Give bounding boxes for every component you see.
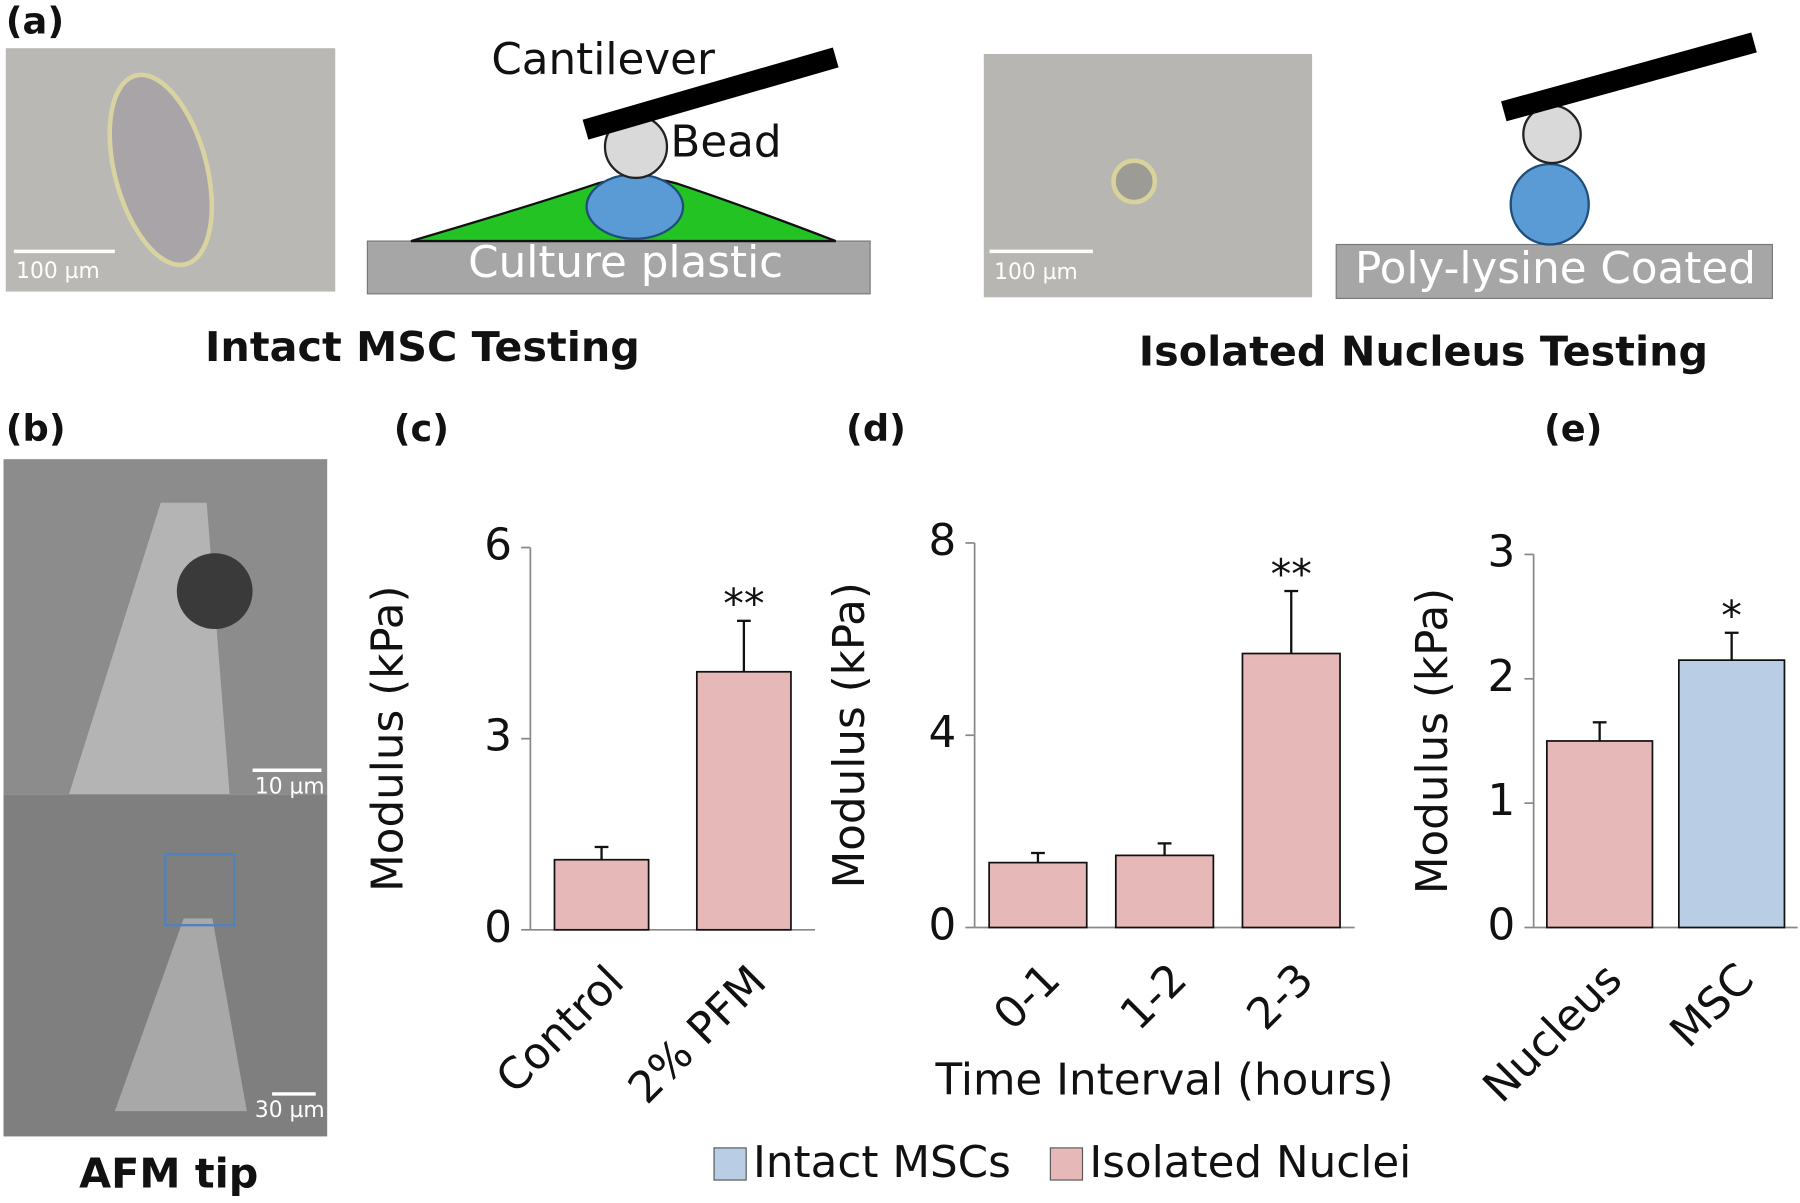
panel-label: (c) — [394, 407, 449, 450]
significance: ** — [723, 580, 764, 628]
diagram-label: Culture plastic — [468, 238, 783, 288]
y-tick-label: 0 — [1488, 901, 1516, 951]
panel-title: Intact MSC Testing — [205, 323, 640, 371]
diagram-label: Poly-lysine Coated — [1355, 244, 1756, 294]
panel-label: (d) — [846, 407, 906, 450]
y-axis-label: Modulus (kPa) — [1408, 588, 1458, 894]
y-tick-label: 0 — [484, 903, 512, 953]
scale-label: 30 µm — [255, 1098, 325, 1123]
scale-label: 100 µm — [16, 259, 100, 284]
y-tick-label: 8 — [928, 516, 956, 566]
bar — [1677, 659, 1786, 929]
cantilever — [582, 47, 839, 140]
panel-label: (b) — [6, 407, 66, 450]
legend-label: Isolated Nuclei — [1089, 1138, 1411, 1188]
x-tick-label: Control — [487, 957, 634, 1104]
legend-swatch — [713, 1147, 747, 1181]
bar — [1545, 740, 1654, 929]
x-tick-label: MSC — [1661, 954, 1764, 1057]
x-tick-label: Nucleus — [1474, 954, 1632, 1112]
bar — [553, 858, 650, 931]
nucleus-image — [1111, 158, 1158, 205]
panel-title: AFM tip — [79, 1150, 258, 1198]
diagram-label: Cantilever — [491, 35, 715, 85]
x-tick-label: 2-3 — [1238, 954, 1324, 1040]
cell-image — [107, 72, 215, 268]
nucleus — [1509, 163, 1590, 246]
bar — [988, 861, 1088, 929]
y-tick-label: 2 — [1488, 652, 1516, 702]
panel-label: (a) — [6, 0, 64, 42]
zoom-box — [164, 852, 236, 927]
y-tick-label: 3 — [1488, 527, 1516, 577]
nucleus — [585, 173, 685, 240]
sem-bead — [176, 553, 253, 630]
y-axis-label: Modulus (kPa) — [825, 582, 875, 888]
y-tick-label: 6 — [484, 521, 512, 571]
x-axis-label: Time Interval (hours) — [935, 1055, 1394, 1105]
substrate — [1335, 243, 1773, 300]
sem-cantilever — [114, 918, 247, 1112]
scale-label: 10 µm — [255, 774, 325, 799]
panel-label: (e) — [1544, 407, 1602, 450]
x-tick-label: 0-1 — [985, 954, 1071, 1040]
y-axis-label: Modulus (kPa) — [363, 586, 413, 892]
significance: ** — [1271, 550, 1312, 598]
cantilever — [1501, 32, 1757, 122]
bar — [695, 670, 792, 931]
y-tick-label: 0 — [928, 901, 956, 951]
legend-swatch — [1049, 1147, 1084, 1181]
substrate — [366, 240, 871, 295]
panel-title: Isolated Nucleus Testing — [1139, 328, 1708, 376]
bar — [1114, 854, 1215, 929]
bar — [1241, 652, 1341, 929]
x-tick-label: 1-2 — [1111, 954, 1197, 1040]
y-tick-label: 1 — [1488, 776, 1516, 826]
y-tick-label: 4 — [928, 708, 956, 758]
x-tick-label: 2% PFM — [619, 957, 776, 1114]
significance: * — [1721, 592, 1742, 640]
scale-label: 100 µm — [994, 260, 1078, 285]
diagram-label: Bead — [670, 118, 781, 168]
legend-label: Intact MSCs — [753, 1138, 1011, 1188]
y-tick-label: 3 — [484, 712, 512, 762]
